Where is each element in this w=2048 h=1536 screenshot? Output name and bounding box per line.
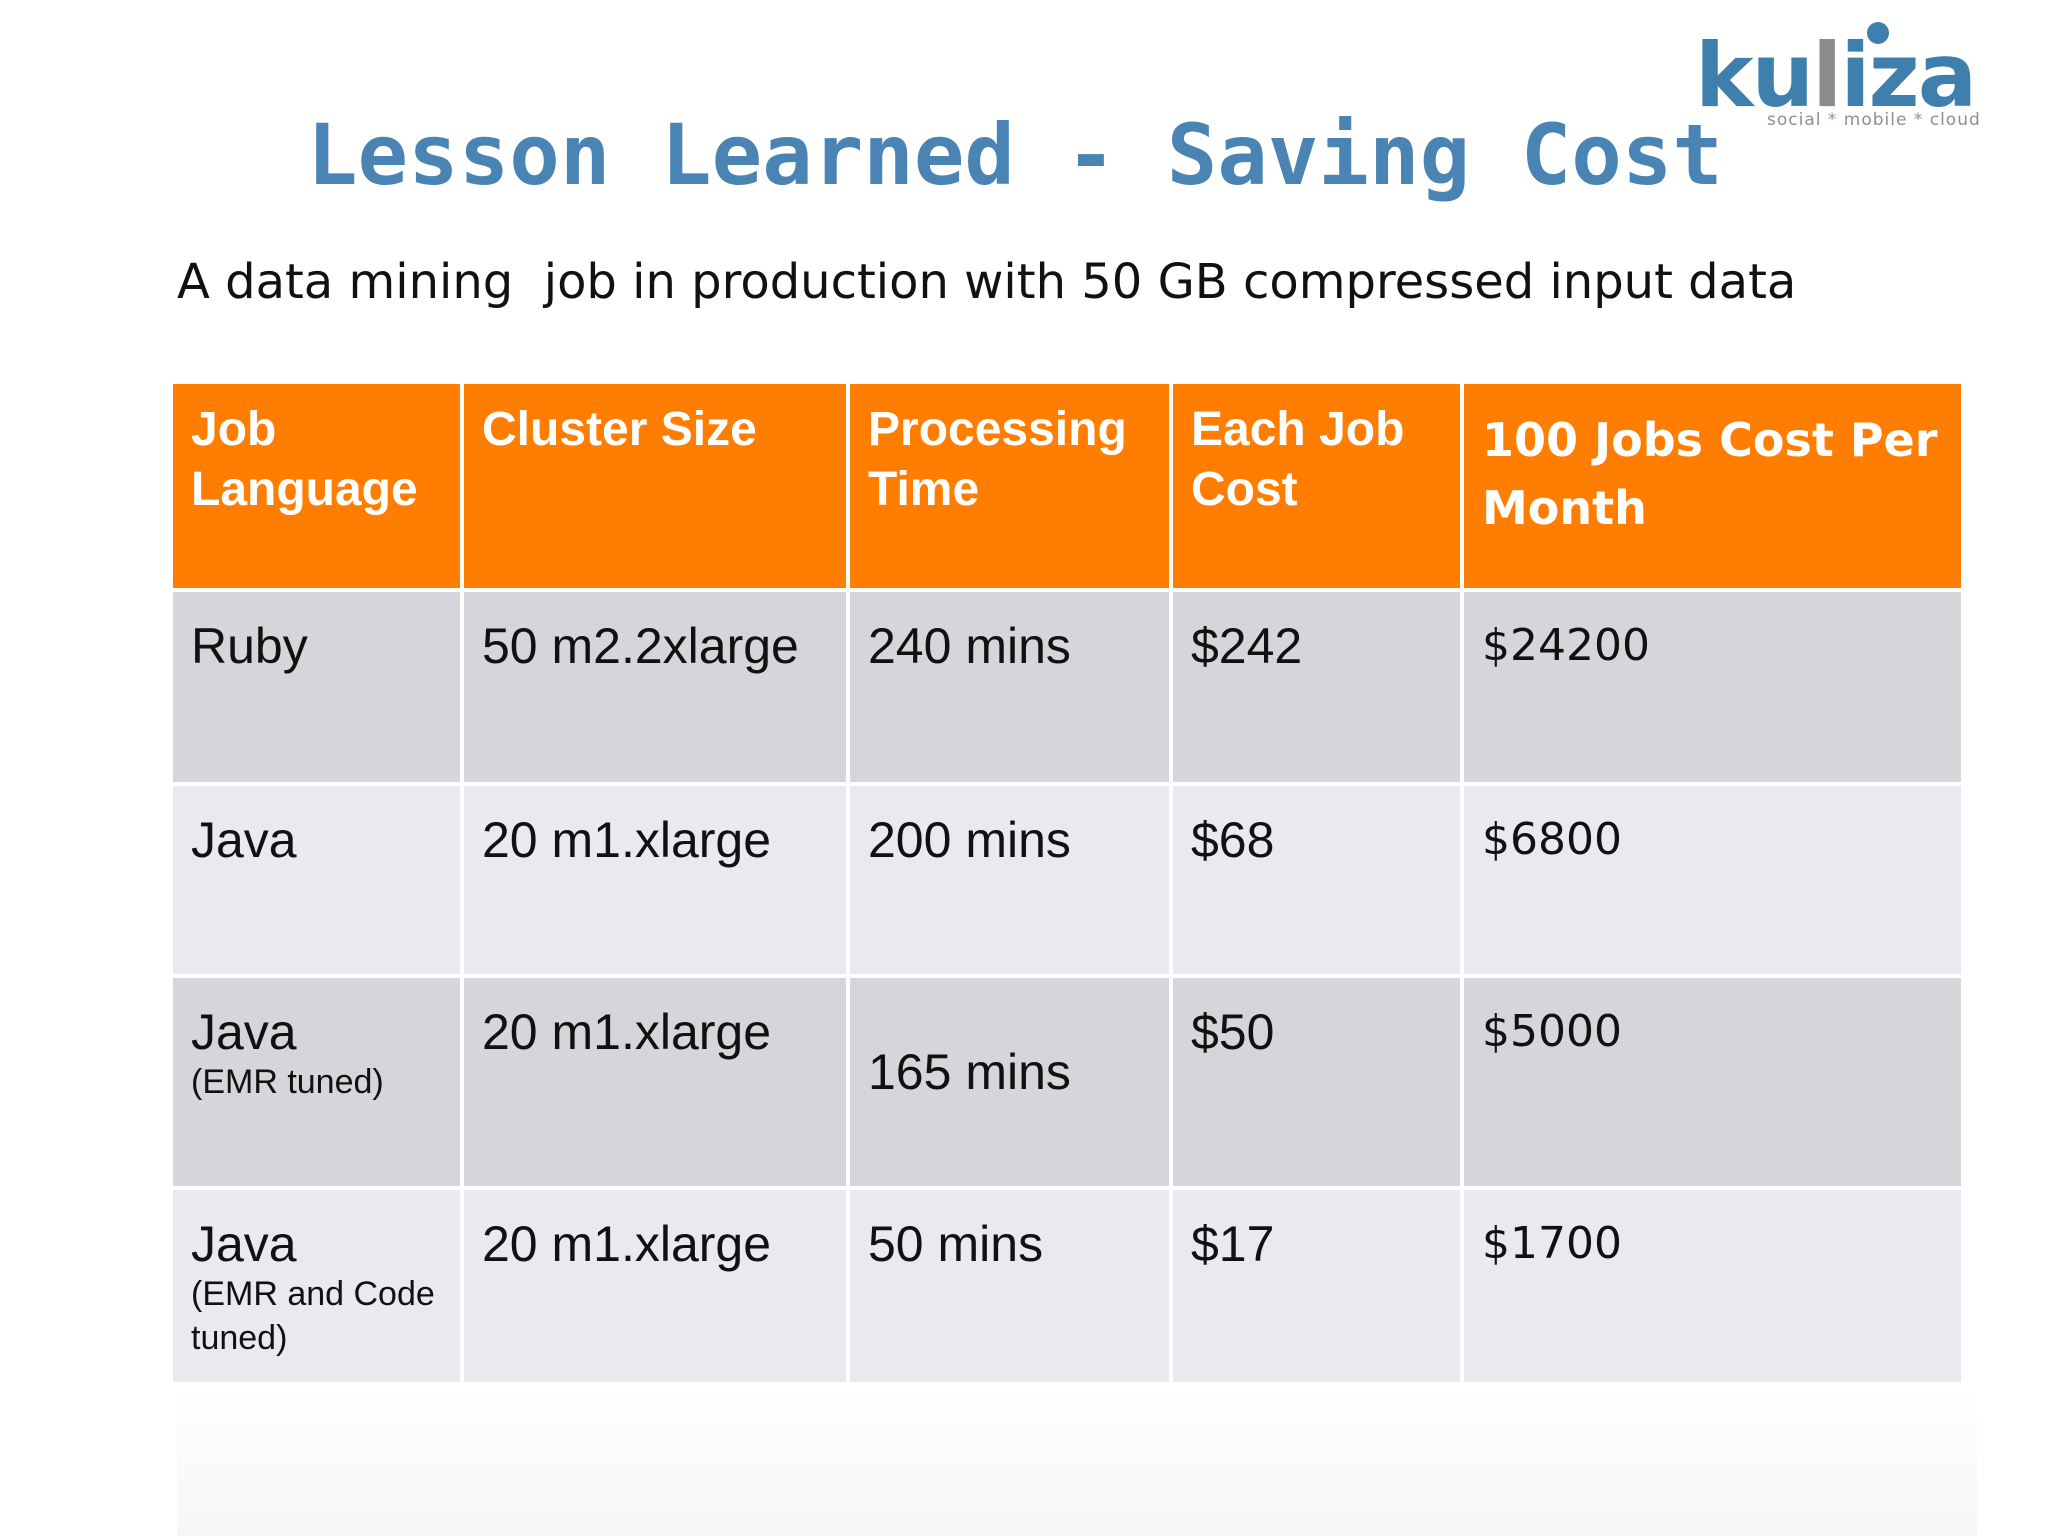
cell-cluster: 20 m1.xlarge	[460, 974, 850, 1190]
header-line: Cost	[1191, 463, 1298, 516]
cell-language: Java (EMR tuned)	[169, 974, 464, 1190]
slide-bottom-shade	[177, 1385, 1977, 1536]
logo-dot-icon	[1867, 22, 1889, 44]
logo-word-part: ku	[1695, 24, 1814, 127]
language-name: Java	[191, 812, 297, 868]
header-line: Language	[191, 463, 418, 516]
cell-monthly-cost: $5000	[1460, 974, 1965, 1190]
cost-comparison-table: Job Language Cluster Size Processing Tim…	[169, 380, 1965, 1386]
header-line: Time	[868, 463, 980, 516]
header-monthly-cost: 100 Jobs Cost Per Month	[1460, 380, 1965, 592]
cell-monthly-cost: $6800	[1460, 782, 1965, 978]
cell-cluster: 20 m1.xlarge	[460, 1186, 850, 1386]
table-row: Java (EMR tuned) 20 m1.xlarge 165 mins $…	[169, 974, 1965, 1190]
logo-word-part: iza	[1840, 24, 1977, 127]
table-header-row: Job Language Cluster Size Processing Tim…	[169, 380, 1965, 592]
cell-monthly-cost: $24200	[1460, 588, 1965, 786]
logo-wordmark: kuliza	[1695, 28, 1977, 124]
cell-language: Java	[169, 782, 464, 978]
language-name: Java	[191, 1216, 297, 1272]
cell-job-cost: $17	[1169, 1186, 1464, 1386]
language-name: Java	[191, 1004, 297, 1060]
cell-time: 240 mins	[846, 588, 1173, 786]
cell-cluster: 20 m1.xlarge	[460, 782, 850, 978]
header-line: Processing	[868, 403, 1127, 456]
header-processing-time: Processing Time	[846, 380, 1173, 592]
header-line: Month	[1482, 481, 1647, 535]
cell-cluster: 50 m2.2xlarge	[460, 588, 850, 786]
table-row: Java (EMR and Code tuned) 20 m1.xlarge 5…	[169, 1186, 1965, 1386]
logo-tagline: social * mobile * cloud	[1767, 110, 1981, 130]
language-note: (EMR tuned)	[191, 1063, 384, 1101]
cell-job-cost: $68	[1169, 782, 1464, 978]
slide-title: Lesson Learned - Saving Cost	[306, 106, 1724, 204]
header-cluster-size: Cluster Size	[460, 380, 850, 592]
cell-job-cost: $50	[1169, 974, 1464, 1190]
language-note: (EMR and Code tuned)	[191, 1275, 435, 1357]
header-line: Job	[191, 403, 277, 456]
header-line: Cluster Size	[482, 403, 757, 456]
cell-time: 50 mins	[846, 1186, 1173, 1386]
language-name: Ruby	[191, 618, 308, 674]
header-job-language: Job Language	[169, 380, 464, 592]
kuliza-logo: kuliza social * mobile * cloud	[1695, 22, 1995, 138]
table-row: Ruby 50 m2.2xlarge 240 mins $242 $24200	[169, 588, 1965, 786]
slide-subtitle: A data mining job in production with 50 …	[177, 254, 1797, 310]
header-line: 100 Jobs Cost Per	[1482, 413, 1938, 467]
header-line: Each Job	[1191, 403, 1405, 456]
header-each-job-cost: Each Job Cost	[1169, 380, 1464, 592]
cell-time: 200 mins	[846, 782, 1173, 978]
logo-word-part: l	[1812, 24, 1842, 127]
cell-language: Ruby	[169, 588, 464, 786]
cell-time: 165 mins	[846, 974, 1173, 1190]
table-row: Java 20 m1.xlarge 200 mins $68 $6800	[169, 782, 1965, 978]
cell-language: Java (EMR and Code tuned)	[169, 1186, 464, 1386]
cell-job-cost: $242	[1169, 588, 1464, 786]
cell-monthly-cost: $1700	[1460, 1186, 1965, 1386]
